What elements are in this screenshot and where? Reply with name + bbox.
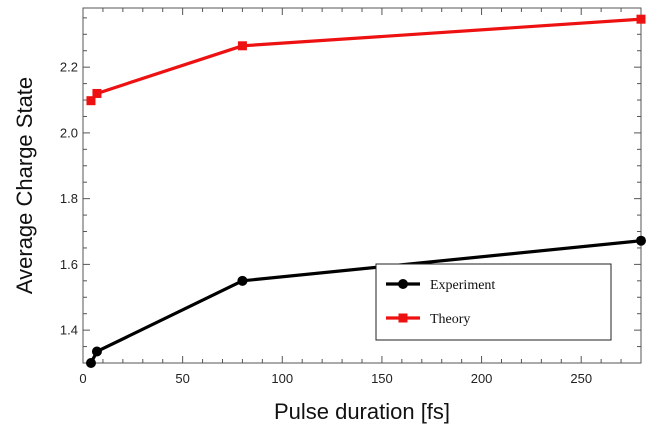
y-tick-label: 2.2 [60,60,78,75]
x-tick-label: 50 [175,371,189,386]
x-tick-label: 250 [570,371,592,386]
experiment-point [85,358,96,368]
y-tick-label: 1.6 [60,257,78,272]
experiment-point [237,275,248,286]
theory-point [86,96,96,106]
x-tick-label: 200 [471,371,493,386]
y-tick-label: 1.4 [60,323,78,338]
theory-point [636,14,646,24]
experiment-point [636,235,646,246]
y-tick-label: 2.0 [60,125,78,140]
theory-point [92,88,102,98]
x-tick-label: 100 [271,371,293,386]
y-axis-title: Average Charge State [12,77,37,294]
legend-box [375,263,612,341]
experiment-legend-label: Experiment [430,278,495,293]
y-tick-label: 1.8 [60,191,78,206]
theory-series-line [89,17,642,102]
x-tick-label: 150 [371,371,393,386]
experiment-legend-marker [398,279,408,289]
theory-legend-marker [398,313,408,323]
x-axis-title: Pulse duration [fs] [274,399,450,424]
x-tick-label: 0 [79,371,86,386]
theory-point [237,41,247,51]
experiment-series-line [89,239,642,364]
theory-legend-label: Theory [430,312,470,327]
experiment-point [91,346,102,357]
